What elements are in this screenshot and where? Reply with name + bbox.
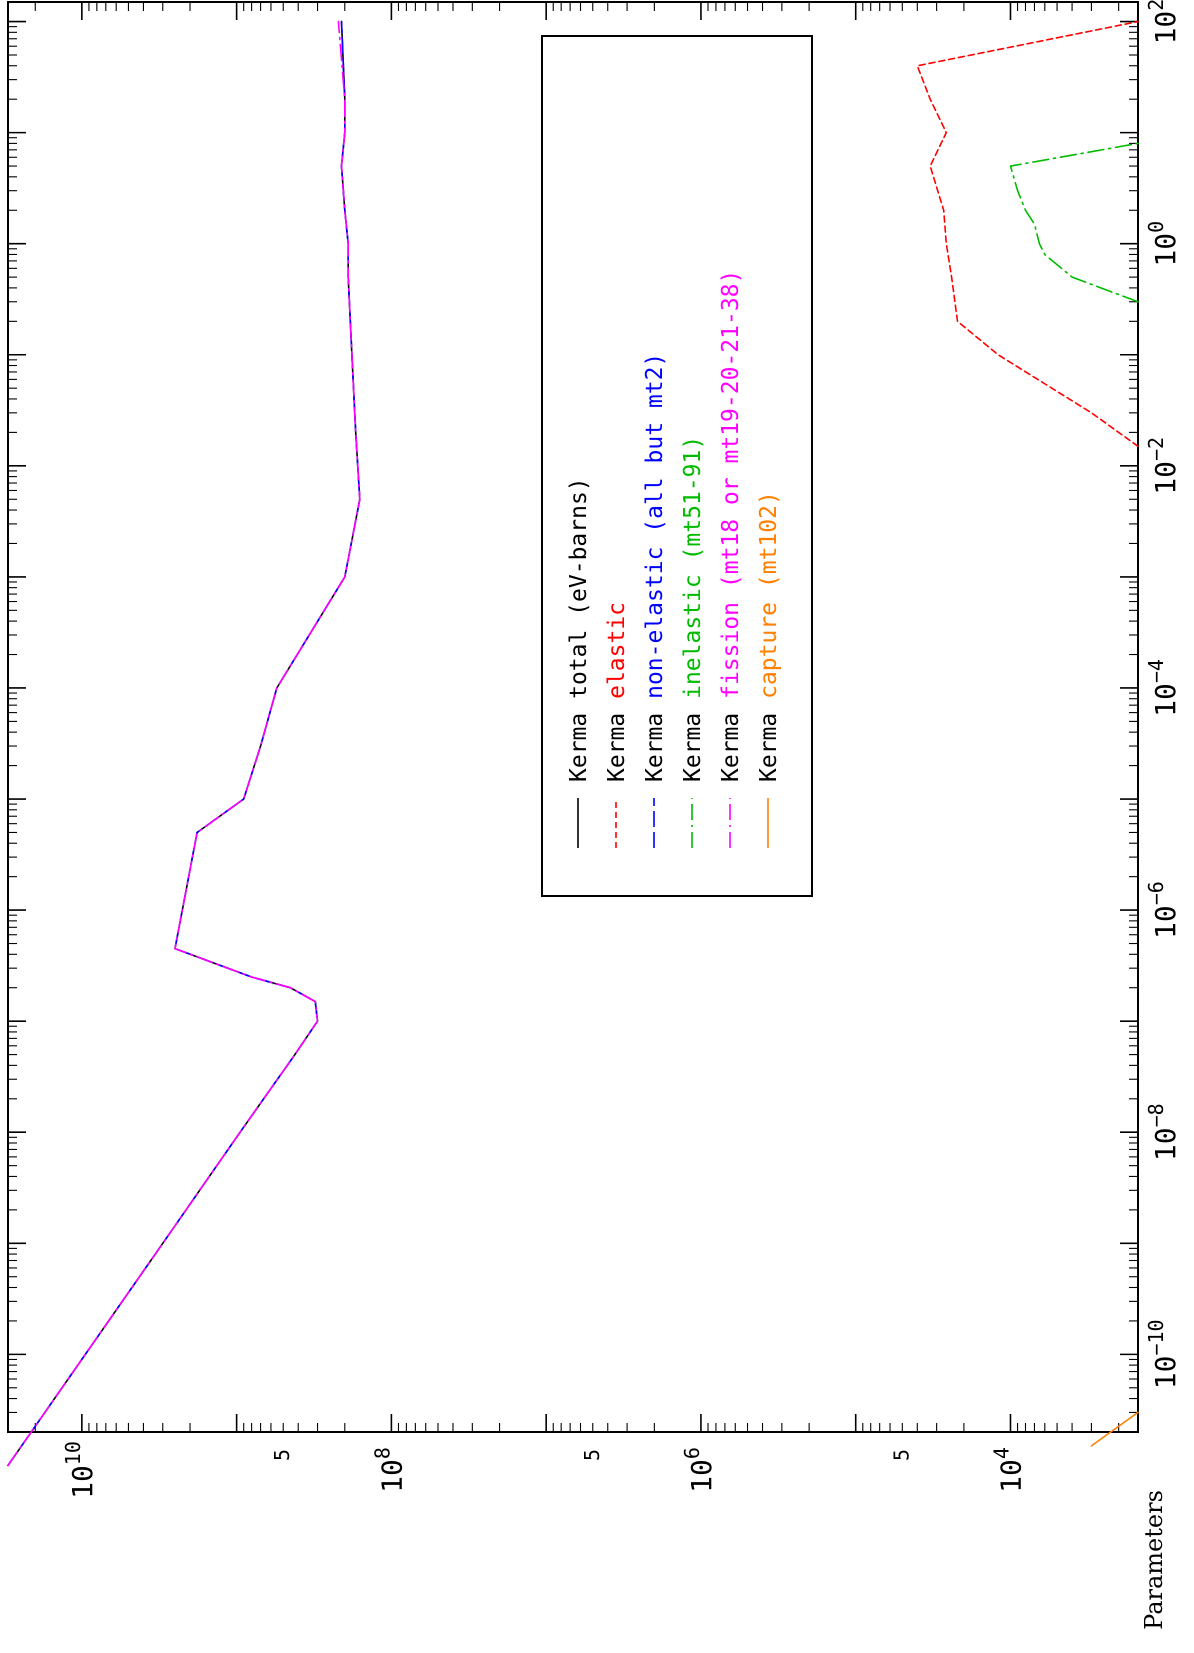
legend-entry: Kerma elastic [604,602,630,782]
legend-entry: Kerma non-elastic (all but mt2) [642,353,668,782]
x-tick-label: 100 [1144,221,1182,267]
y-axis-title: Parameters [1140,1490,1168,1630]
svg-text:Kerma inelastic (mt51-91): Kerma inelastic (mt51-91) [680,436,706,782]
x-tick-labels: 10−10 10−8 10−6 10−4 10−2 100 102 [1144,0,1182,1389]
svg-text:1010: 1010 [61,1441,99,1499]
svg-text:108: 108 [370,1447,408,1493]
svg-text:Kerma elastic: Kerma elastic [604,602,630,782]
x-tick-label: 10−6 [1144,881,1182,939]
svg-text:5: 5 [580,1449,604,1461]
svg-text:102: 102 [1144,0,1182,44]
legend-entry: Kerma inelastic (mt51-91) [680,436,706,782]
legend-entry: Kerma total (eV-barns) [566,477,592,782]
legend-entry: Kerma capture (mt102) [756,491,782,782]
series-line [7,20,361,1467]
svg-text:Kerma fission (mt18 or mt19-20: Kerma fission (mt18 or mt19-20-21-38) [718,270,744,782]
svg-text:104: 104 [989,1447,1027,1493]
x-tick-label: 10−4 [1144,659,1182,717]
plot-area: 10−10 10−8 10−6 10−4 10−2 100 102 104 5 106 5 108 5… [7,0,1182,1499]
legend: Kerma total (eV-barns) Kerma elastic Kerma… [541,35,813,897]
svg-text:Kerma total (eV-barns): Kerma total (eV-barns) [566,477,592,782]
svg-text:Kerma non-elastic (all but mt2: Kerma non-elastic (all but mt2) [642,353,668,782]
svg-text:106: 106 [680,1447,718,1493]
svg-text:10−6: 10−6 [1144,881,1182,939]
svg-text:Kerma capture (mt102): Kerma capture (mt102) [756,491,782,782]
x-tick-label: 102 [1144,0,1182,44]
y-tick-label: 104 [989,1447,1027,1493]
x-tick-label: 10−8 [1144,1103,1182,1161]
y-tick-label: 1010 [61,1441,99,1499]
series-line [7,20,361,1467]
y-minor-tick-label: 5 [580,1449,604,1461]
legend-box [541,35,813,897]
legend-entry: Kerma fission (mt18 or mt19-20-21-38) [718,270,744,782]
svg-text:100: 100 [1144,221,1182,267]
svg-text:5: 5 [889,1449,913,1461]
svg-text:10−2: 10−2 [1144,437,1182,495]
y-tick-labels: 104 5 106 5 108 5 1010 [61,1441,1028,1499]
plot-frame [7,1,1139,1433]
series-layer [7,20,1139,1467]
y-minor-tick-label: 5 [889,1449,913,1461]
series-line [7,20,361,1467]
svg-text:10−10: 10−10 [1144,1319,1182,1389]
series-line [1009,142,1139,303]
y-tick-label: 106 [680,1447,718,1493]
y-minor-tick-label: 5 [270,1449,294,1461]
x-tick-label: 10−10 [1144,1319,1182,1389]
svg-text:10−4: 10−4 [1144,659,1182,717]
series-line [1090,1411,1139,1447]
svg-text:10−8: 10−8 [1144,1103,1182,1161]
axis-ticks [7,2,1138,1433]
x-tick-label: 10−2 [1144,437,1182,495]
y-tick-label: 108 [370,1447,408,1493]
svg-text:5: 5 [270,1449,294,1461]
series-line [916,20,1139,448]
